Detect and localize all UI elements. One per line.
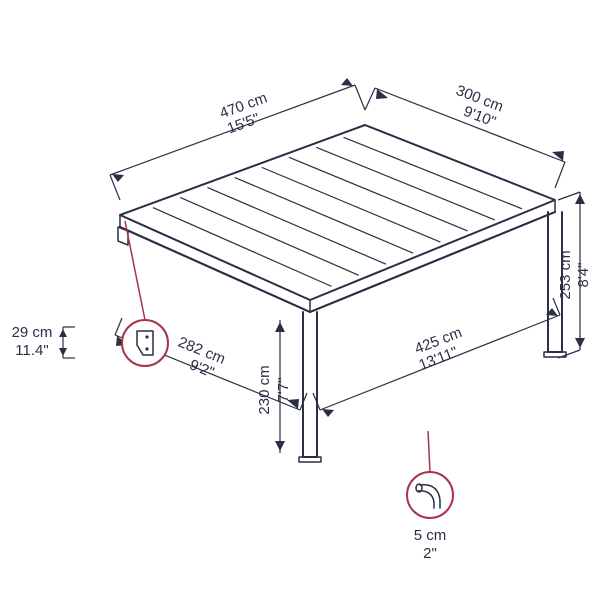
pergola-diagram: 470 cm 15'5" 300 cm 9'10" 253 cm 8'4" 28… bbox=[0, 0, 600, 600]
dim-right-cm: 253 cm bbox=[557, 250, 574, 299]
dimension-lines bbox=[59, 78, 585, 453]
dim-leg-ft: 7'7" bbox=[275, 378, 292, 403]
callouts bbox=[122, 221, 453, 518]
pergola-structure bbox=[118, 125, 566, 462]
dim-bracket-ft: 11.4" bbox=[15, 342, 48, 359]
dim-pipe-ft: 2" bbox=[423, 545, 437, 562]
dim-leg-cm: 230 cm bbox=[256, 365, 273, 414]
dim-pipe-cm: 5 cm bbox=[414, 527, 447, 544]
labels: 470 cm 15'5" 300 cm 9'10" 253 cm 8'4" 28… bbox=[12, 82, 592, 562]
dim-bracket-cm: 29 cm bbox=[12, 324, 53, 341]
dim-right-ft: 8'4" bbox=[575, 263, 592, 288]
